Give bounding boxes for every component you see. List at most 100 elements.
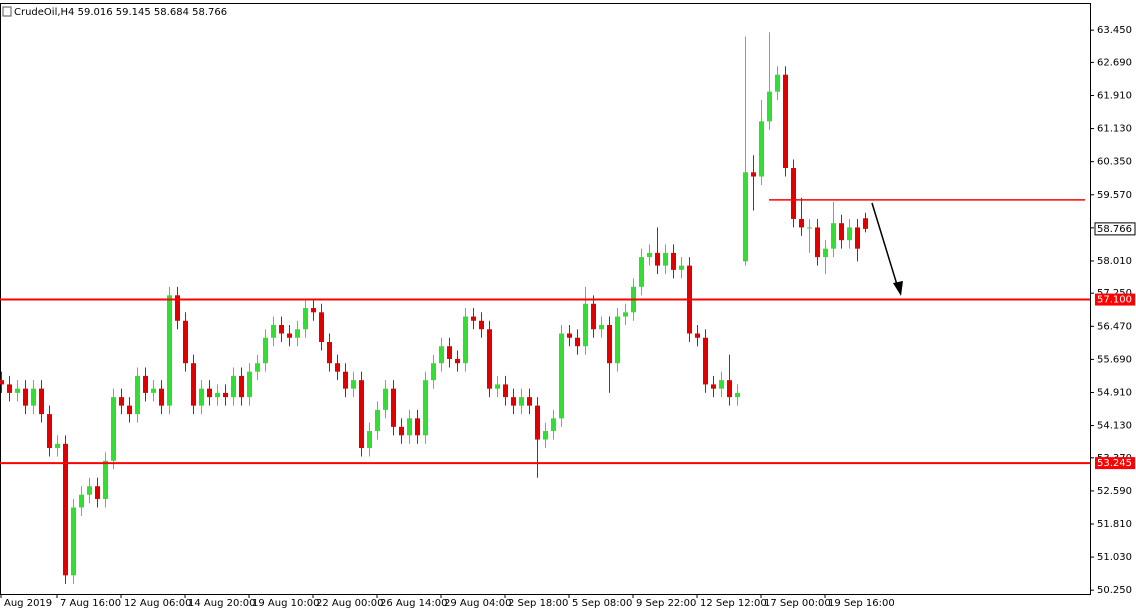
x-tick-label: 9 Sep 22:00 <box>636 598 696 609</box>
y-tick-label: 54.910 <box>1097 387 1132 398</box>
y-tick-label: 62.690 <box>1097 57 1132 68</box>
candle-body <box>767 91 772 122</box>
candle-body <box>31 388 36 406</box>
candle-body <box>167 295 172 406</box>
candle-body <box>119 397 124 406</box>
candle-body <box>143 375 148 393</box>
arrow-head <box>893 281 903 296</box>
x-tick-label: 7 Aug 16:00 <box>60 598 121 609</box>
candle-body <box>391 388 396 427</box>
candle-body <box>807 227 812 229</box>
candle-body <box>127 405 132 415</box>
candle-body <box>39 388 44 415</box>
candle-body <box>295 329 300 338</box>
y-tick-label: 50.250 <box>1097 585 1132 596</box>
candle-body <box>215 392 220 398</box>
candle-body <box>103 460 108 499</box>
candle-body <box>0 380 4 385</box>
candle-body <box>639 257 644 287</box>
candle-body <box>855 227 860 249</box>
y-tick-label: 52.590 <box>1097 486 1132 497</box>
x-tick-label: 26 Aug 14:00 <box>380 598 447 609</box>
candle-body <box>783 74 788 169</box>
y-tick-label: 55.690 <box>1097 354 1132 365</box>
y-tick-label: 60.350 <box>1097 157 1132 168</box>
candle-body <box>479 320 484 330</box>
x-tick-label: 22 Aug 00:00 <box>316 598 383 609</box>
candle-body <box>367 431 372 449</box>
y-tick-label: 61.910 <box>1097 90 1132 101</box>
candle-body <box>191 363 196 406</box>
candle-body <box>679 265 684 270</box>
candle-body <box>503 384 508 398</box>
candle-body <box>239 375 244 398</box>
candle-body <box>327 341 332 364</box>
candle-body <box>743 172 748 262</box>
candle-body <box>399 426 404 436</box>
y-tick-label: 51.030 <box>1097 552 1132 563</box>
candle-body <box>447 346 452 359</box>
candle-body <box>495 384 500 389</box>
candle-body <box>183 320 188 364</box>
level-label-box <box>1095 457 1135 470</box>
candle-body <box>343 371 348 389</box>
candle-body <box>415 418 420 436</box>
candle-body <box>431 363 436 381</box>
candle-body <box>439 346 444 364</box>
candle-body <box>775 74 780 92</box>
candle-body <box>15 388 20 393</box>
candle-body <box>375 409 380 432</box>
candle-body <box>655 252 660 266</box>
candle-body <box>351 380 356 389</box>
candle-body <box>535 405 540 440</box>
candle-body <box>95 486 100 499</box>
candle-body <box>303 308 308 330</box>
candle-body <box>423 380 428 436</box>
candle-body <box>287 333 292 338</box>
candle-body <box>703 337 708 385</box>
candle-body <box>519 397 524 406</box>
candle-body <box>255 363 260 372</box>
candle-body <box>527 397 532 406</box>
candle-body <box>311 308 316 313</box>
candle-body <box>671 252 676 270</box>
candle-body <box>695 333 700 338</box>
chart-title: CrudeOil,H4 59.016 59.145 58.684 58.766 <box>14 7 227 18</box>
candle-body <box>471 316 476 321</box>
candle-body <box>735 392 740 398</box>
candle-body <box>607 325 612 364</box>
x-tick-label: 29 Aug 04:00 <box>444 598 511 609</box>
candle-body <box>79 494 84 508</box>
candle-body <box>87 486 92 495</box>
y-tick-label: 61.130 <box>1097 124 1132 135</box>
y-tick-label: 59.570 <box>1097 190 1132 201</box>
candle-body <box>583 303 588 347</box>
candle-body <box>615 316 620 364</box>
level-label-box <box>1095 293 1135 306</box>
candle-body <box>175 295 180 321</box>
candle-body <box>647 252 652 258</box>
candle-body <box>151 388 156 393</box>
x-tick-label: 14 Aug 20:00 <box>188 598 255 609</box>
candle-body <box>55 443 60 449</box>
x-tick-label: 19 Sep 16:00 <box>828 598 895 609</box>
y-tick-label: 63.450 <box>1097 25 1132 36</box>
candle-body <box>335 363 340 372</box>
arrow-shaft <box>871 202 899 289</box>
candle-body <box>271 325 276 338</box>
candle-body <box>759 121 764 177</box>
level-label: 57.100 <box>1097 295 1132 306</box>
candle-body <box>711 384 716 389</box>
candle-body <box>751 172 756 177</box>
x-tick-label: 19 Aug 10:00 <box>252 598 319 609</box>
y-tick-label: 58.010 <box>1097 256 1132 267</box>
candle-body <box>7 384 12 393</box>
candle-body <box>575 337 580 347</box>
candle-body <box>511 397 516 406</box>
x-tick-label: 5 Sep 08:00 <box>572 598 632 609</box>
candle-body <box>663 252 668 266</box>
candle-body <box>799 218 804 228</box>
y-tick-label: 51.810 <box>1097 519 1132 530</box>
candle-body <box>319 312 324 342</box>
